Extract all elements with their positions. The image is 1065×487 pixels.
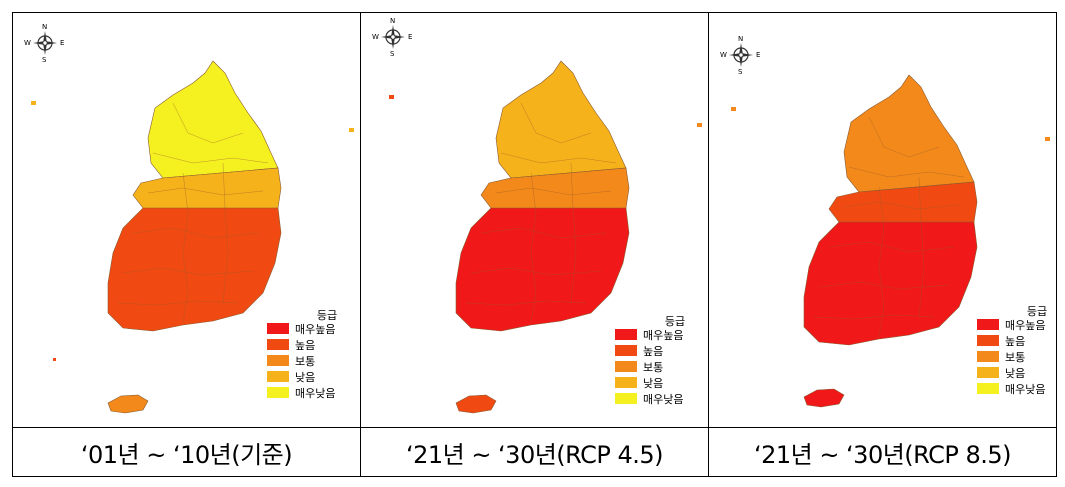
region-south [455,207,630,332]
legend-item: 낮음 [615,375,663,390]
compass-n: N [390,17,396,25]
compass-w: W [24,39,31,47]
korea-choropleth-map [389,60,702,414]
legend-item: 낮음 [977,365,1025,380]
legend-swatch [267,387,289,398]
region-center [480,167,630,214]
compass-e: E [756,51,761,59]
table-border [12,12,1057,477]
legend-item: 보통 [977,349,1025,364]
region-jeju [455,394,497,414]
legend-title: 등급 [664,315,686,328]
compass-s: S [42,56,47,64]
boundary-lines [813,116,965,338]
caption-rcp85: ‘21년 ~ ‘30년(RCP 8.5) [753,440,1012,469]
legend-swatch [267,371,289,382]
legend: 등급 매우높음 높음 보통 낮음 매우낮음 [267,307,357,407]
legend-item: 매우낮음 [977,381,1045,396]
caption-rcp45: ‘21년 ~ ‘30년(RCP 4.5) [405,440,664,469]
legend-swatch [267,355,289,366]
legend-swatch [615,329,637,340]
compass-e: E [408,33,413,41]
legend-item: 높음 [615,343,663,358]
legend-item: 낮음 [267,369,315,384]
boundary-lines [117,102,269,324]
compass-w: W [372,33,379,41]
compass-n: N [42,23,48,31]
legend-item: 매우낮음 [267,385,335,400]
region-jeju [107,394,149,414]
legend: 등급 매우높음 높음 보통 낮음 매우낮음 [977,303,1056,403]
caption-divider [12,427,1057,428]
region-jeju [803,388,845,408]
legend-item: 매우낮음 [615,391,683,406]
korea-choropleth-map [31,60,354,414]
figure-table: N S W E 등급 매우높음 [12,12,1057,477]
legend-swatch [977,351,999,362]
compass-s: S [390,50,395,58]
compass-s: S [738,68,743,76]
legend-swatch [615,393,637,404]
legend-swatch [977,319,999,330]
compass-n: N [738,35,744,43]
map-panel-rcp45: N S W E 등급 매우높음 [361,13,708,427]
legend: 등급 매우높음 높음 보통 낮음 매우낮음 [615,313,705,413]
compass-e: E [60,39,65,47]
legend-title: 등급 [316,309,338,322]
column-divider [360,12,361,477]
compass-rose-icon: N S W E [24,23,64,64]
map-panel-rcp85: N S W E 등급 매우높음 [709,13,1056,427]
legend-item: 매우높음 [977,317,1045,332]
region-center [828,181,978,228]
caption-baseline: ‘01년 ~ ‘10년(기준) [80,440,293,469]
legend-swatch [977,367,999,378]
korea-choropleth-map [731,74,1050,408]
legend-swatch [615,345,637,356]
legend-item: 보통 [615,359,663,374]
legend-swatch [267,323,289,334]
legend-swatch [615,361,637,372]
legend-item: 매우높음 [267,321,335,336]
legend-swatch [267,339,289,350]
legend-title: 등급 [1026,305,1048,318]
map-panel-baseline: N S W E 등급 매우높음 [13,13,360,427]
compass-rose-icon: N S W E [372,17,412,58]
region-south [107,207,282,332]
legend-item: 높음 [267,337,315,352]
compass-w: W [720,51,727,59]
legend-swatch [615,377,637,388]
legend-item: 매우높음 [615,327,683,342]
legend-item: 보통 [267,353,315,368]
compass-rose-icon: N S W E [720,35,760,76]
legend-item: 높음 [977,333,1025,348]
legend-swatch [977,383,999,394]
boundary-lines [465,102,617,324]
region-south [803,221,978,346]
region-center [132,167,282,214]
legend-swatch [977,335,999,346]
column-divider [708,12,709,477]
